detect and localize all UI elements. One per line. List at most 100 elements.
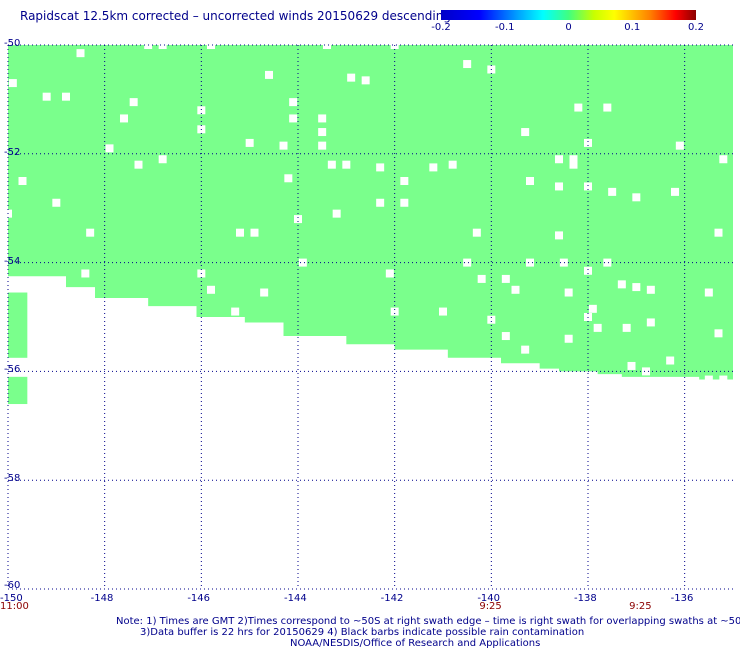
missing-data-cell [52, 198, 61, 207]
colorbar-tick-label: 0.2 [688, 22, 704, 33]
x-tick-label: -138 [574, 593, 597, 604]
missing-data-cell [555, 231, 563, 240]
missing-data-cell [448, 160, 457, 169]
missing-data-cell [569, 160, 578, 169]
missing-data-cell [526, 177, 534, 185]
missing-data-cell [584, 266, 592, 275]
missing-data-cell [260, 288, 269, 297]
missing-data-cell [129, 98, 138, 107]
y-tick-label: -60 [4, 580, 21, 591]
missing-data-cell [231, 307, 240, 316]
missing-data-cell [714, 329, 723, 338]
missing-data-cell [593, 323, 602, 332]
missing-data-cell [632, 283, 641, 292]
x-tick-label: -148 [90, 593, 114, 604]
missing-data-cell [323, 41, 331, 49]
missing-data-cell [158, 155, 167, 164]
missing-data-cell [318, 128, 327, 137]
missing-data-cell [289, 98, 298, 107]
x-tick-label: -150 [0, 593, 23, 604]
x-tick-label: -146 [187, 593, 211, 604]
missing-data-cell [197, 106, 206, 115]
missing-data-cell [332, 209, 341, 218]
missing-data-cell [245, 138, 254, 147]
missing-data-cell [564, 288, 573, 297]
missing-data-cell [501, 274, 510, 283]
missing-data-cell [714, 228, 723, 237]
missing-data-cell [608, 187, 617, 196]
missing-data-cell [298, 258, 307, 267]
missing-data-cell [666, 356, 675, 365]
note-line-1: Note: 1) Times are GMT 2)Times correspon… [116, 616, 740, 627]
missing-data-cell [294, 215, 302, 224]
y-tick-label: -54 [4, 255, 21, 267]
missing-data-cell [627, 361, 636, 370]
y-tick-label: -52 [4, 146, 21, 158]
missing-data-cell [603, 103, 612, 112]
missing-data-cell [207, 285, 215, 294]
missing-data-cell [603, 258, 612, 267]
missing-data-cell [463, 60, 472, 69]
missing-data-cell [564, 334, 573, 343]
swath-area [8, 45, 733, 385]
missing-data-cell [76, 49, 85, 58]
missing-data-cell [318, 114, 327, 123]
missing-data-cell [81, 269, 90, 278]
missing-data-cell [526, 258, 534, 267]
x-tick-label: -142 [380, 593, 404, 604]
colorbar-tick-label: -0.1 [494, 22, 515, 33]
missing-data-cell [477, 274, 486, 283]
y-tick-label: -56 [4, 364, 21, 376]
missing-data-cell [265, 70, 273, 79]
missing-data-cell [327, 160, 336, 169]
missing-data-cell [62, 92, 70, 101]
missing-data-cell [385, 269, 394, 278]
missing-data-cell [158, 41, 167, 49]
colorbar-tick-label: 0 [565, 22, 572, 33]
missing-data-cell [521, 128, 530, 137]
colorbar-tick-label: -0.2 [431, 22, 451, 33]
missing-data-cell [207, 41, 215, 49]
missing-data-cell [584, 182, 592, 191]
missing-data-cell [622, 323, 631, 332]
missing-data-cell [704, 375, 713, 384]
missing-data-cell [8, 79, 17, 88]
missing-data-cell [376, 198, 385, 207]
missing-data-cell [463, 258, 472, 267]
missing-data-cell [390, 307, 399, 316]
missing-data-cell [646, 318, 655, 327]
missing-data-cell [289, 114, 298, 123]
x-tick-label: -140 [477, 593, 501, 604]
missing-data-cell [439, 307, 447, 316]
missing-data-cell [342, 160, 351, 169]
colorbar [441, 10, 696, 20]
swath-time-label: 9:25 [629, 601, 652, 612]
missing-data-cell [429, 163, 438, 172]
missing-data-cell [487, 315, 496, 324]
missing-data-cell [284, 174, 293, 183]
missing-data-cell [18, 177, 27, 185]
missing-data-cell [719, 155, 728, 164]
x-tick-label: -144 [284, 593, 307, 604]
missing-data-cell [521, 345, 530, 354]
note-line-3: NOAA/NESDIS/Office of Research and Appli… [290, 638, 541, 649]
missing-data-cell [86, 228, 95, 237]
x-tick-label: -136 [670, 593, 694, 604]
missing-data-cell [250, 228, 259, 237]
missing-data-cell [105, 144, 114, 153]
note-line-2: 3)Data buffer is 22 hrs for 20150629 4) … [140, 627, 585, 638]
missing-data-cell [472, 228, 481, 237]
colorbar-tick-label: 0.1 [624, 22, 641, 33]
missing-data-cell [719, 375, 728, 384]
missing-data-cell [347, 73, 356, 82]
missing-data-cell [134, 160, 143, 169]
missing-data-cell [501, 332, 510, 341]
y-tick-label: -50 [4, 38, 21, 49]
missing-data-cell [318, 141, 327, 150]
missing-data-cell [376, 163, 385, 172]
missing-data-cell [704, 288, 713, 297]
missing-data-cell [42, 92, 51, 101]
swath-time-label: 9:25 [479, 601, 502, 612]
missing-data-cell [632, 193, 641, 202]
